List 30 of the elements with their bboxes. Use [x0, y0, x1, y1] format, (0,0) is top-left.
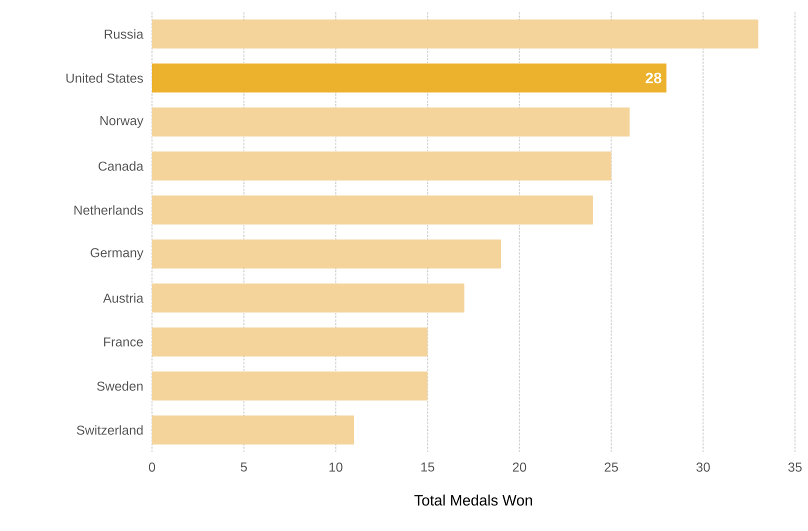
y-tick-label: Canada: [98, 161, 144, 171]
x-tick-label: 0: [148, 462, 156, 472]
data-label: 28: [646, 72, 662, 84]
y-tick-label: Norway: [100, 116, 144, 128]
y-tick-label: Sweden: [97, 381, 143, 391]
x-tick-label: 15: [421, 462, 434, 472]
x-tick-label: 10: [329, 462, 342, 472]
x-tick-label: 30: [696, 462, 710, 472]
y-tick-label: Germany: [90, 248, 144, 260]
bar: [152, 196, 593, 224]
bar: [152, 416, 354, 445]
y-tick-label: Russia: [104, 29, 144, 39]
bar: [152, 152, 612, 180]
y-tick-label: Austria: [103, 293, 144, 303]
y-tick-label: United States: [66, 73, 143, 83]
x-tick-label: 25: [604, 462, 618, 472]
y-tick-label: Switzerland: [76, 425, 143, 435]
bar: [152, 108, 630, 136]
bar: [152, 64, 666, 92]
bar: [152, 328, 428, 357]
x-axis-title: Total Medals Won: [414, 494, 532, 506]
y-tick-label: France: [104, 337, 143, 347]
x-tick-label: 35: [788, 462, 802, 472]
x-tick-label: 20: [512, 462, 526, 472]
x-tick-label: 5: [240, 462, 247, 472]
bar: [152, 284, 464, 313]
bar: [152, 20, 758, 48]
bar: [152, 240, 502, 269]
y-tick-label: Netherlands: [74, 205, 143, 215]
bar: [152, 372, 428, 401]
